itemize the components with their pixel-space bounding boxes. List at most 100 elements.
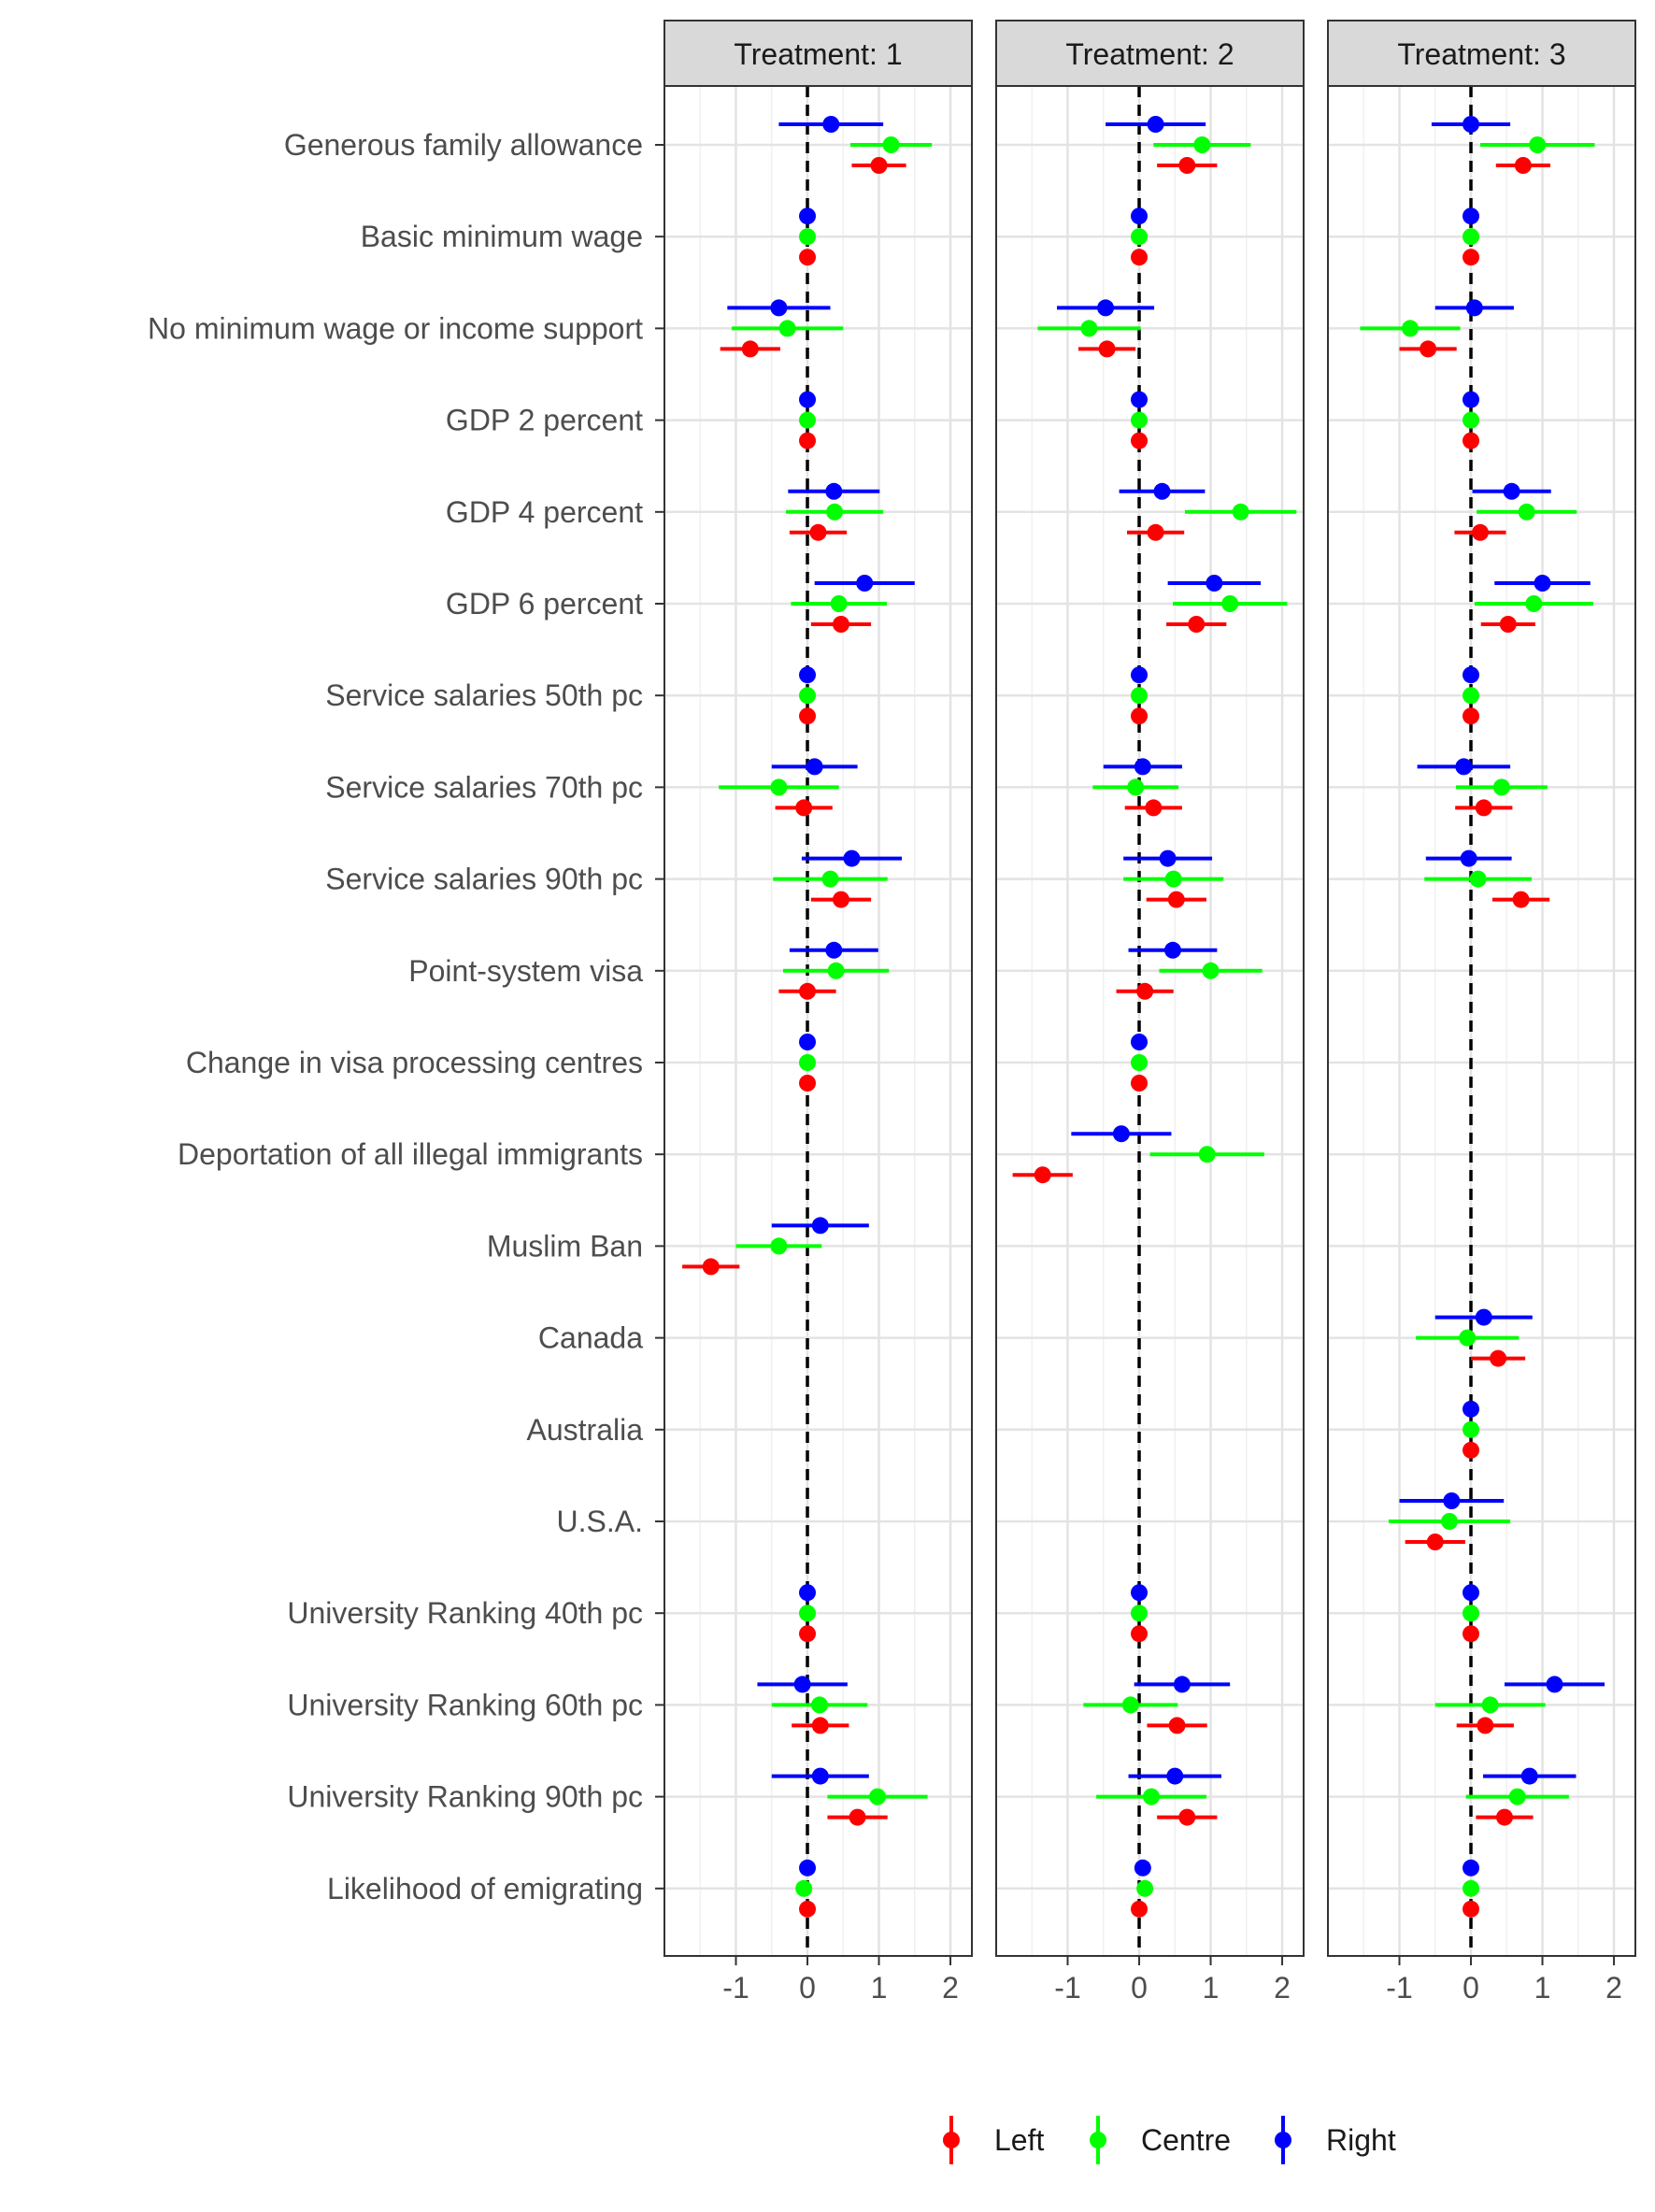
legend-key-point <box>1275 2132 1291 2148</box>
x-tick-label: 0 <box>799 1971 816 2005</box>
data-point <box>1441 1513 1459 1530</box>
data-point <box>1462 391 1480 408</box>
panel-background <box>1328 86 1635 1956</box>
data-point <box>1136 1879 1154 1897</box>
y-category-label: No minimum wage or income support <box>148 311 643 345</box>
y-category-label: Service salaries 90th pc <box>325 863 643 896</box>
panel-background <box>664 86 972 1956</box>
data-point <box>1469 870 1487 888</box>
data-point <box>1462 411 1480 429</box>
data-point <box>1202 962 1220 979</box>
data-point <box>1034 1166 1051 1184</box>
data-point <box>1426 1534 1444 1550</box>
data-point <box>827 962 845 979</box>
facet-strip-label: Treatment: 3 <box>1397 37 1565 71</box>
data-point <box>799 1584 817 1602</box>
data-point <box>825 482 843 500</box>
facet-strip <box>1327 20 1636 87</box>
data-point <box>1166 1767 1184 1785</box>
data-point <box>1401 320 1419 337</box>
data-point <box>799 432 817 450</box>
data-point <box>1131 1625 1149 1643</box>
data-point <box>1147 523 1164 541</box>
data-point <box>1131 1584 1149 1602</box>
data-point <box>1462 249 1480 266</box>
data-point <box>799 707 817 725</box>
data-point <box>811 1767 829 1785</box>
data-point <box>1121 1696 1139 1714</box>
data-point <box>795 1879 813 1897</box>
data-point <box>799 411 817 429</box>
data-point <box>1134 758 1151 776</box>
data-point <box>1462 666 1480 684</box>
data-point <box>799 228 817 246</box>
data-point <box>795 799 813 817</box>
data-point <box>1131 687 1149 705</box>
x-tick-label: 2 <box>942 1971 959 2005</box>
data-point <box>1112 1125 1130 1143</box>
data-point <box>1529 136 1547 153</box>
data-point <box>806 758 823 776</box>
data-point <box>826 503 844 521</box>
data-point <box>1477 1717 1494 1734</box>
data-point <box>811 1217 829 1234</box>
data-point <box>1167 891 1185 908</box>
x-tick-label: 0 <box>1131 1971 1148 2005</box>
data-point <box>1462 116 1480 133</box>
x-tick-label: 2 <box>1274 1971 1291 2005</box>
data-point <box>1206 575 1223 592</box>
data-point <box>1462 1400 1480 1418</box>
panel-background <box>996 86 1304 1956</box>
data-point <box>882 136 900 153</box>
x-tick-label: 1 <box>1534 1971 1551 2005</box>
data-point <box>1462 687 1480 705</box>
facet-strip <box>663 20 973 87</box>
data-point <box>799 982 817 1000</box>
data-point <box>870 157 888 174</box>
data-point <box>825 941 843 959</box>
data-point <box>1168 1717 1186 1734</box>
data-point <box>821 870 839 888</box>
facet-strip-label: Treatment: 2 <box>1065 37 1234 71</box>
data-point <box>799 207 817 225</box>
data-point <box>1462 207 1480 225</box>
data-point <box>1462 432 1480 450</box>
data-point <box>811 1696 829 1714</box>
y-category-label: Point-system visa <box>408 954 643 988</box>
data-point <box>1080 320 1098 337</box>
data-point <box>1492 778 1510 796</box>
y-category-label: Service salaries 70th pc <box>325 770 643 804</box>
data-point <box>1134 1859 1151 1877</box>
data-point <box>799 1625 817 1643</box>
y-category-label: Generous family allowance <box>284 128 643 162</box>
data-point <box>799 1900 817 1918</box>
data-point <box>1462 1441 1480 1459</box>
data-point <box>1514 157 1532 174</box>
y-category-label: Australia <box>527 1413 644 1447</box>
data-point <box>1147 116 1164 133</box>
data-point <box>1462 1420 1480 1438</box>
data-point <box>1462 1859 1480 1877</box>
data-point <box>1131 228 1149 246</box>
data-point <box>799 1034 817 1050</box>
data-point <box>1455 758 1473 776</box>
data-point <box>1490 1349 1507 1367</box>
y-category-label: GDP 6 percent <box>446 587 643 621</box>
y-category-label: Muslim Ban <box>487 1229 643 1263</box>
data-point <box>1465 299 1483 317</box>
data-point <box>799 687 817 705</box>
data-point <box>793 1676 811 1693</box>
x-tick-label: 2 <box>1605 1971 1622 2005</box>
data-point <box>799 249 817 266</box>
data-point <box>1164 870 1182 888</box>
data-point <box>843 849 861 867</box>
data-point <box>1145 799 1163 817</box>
data-point <box>799 391 817 408</box>
data-point <box>1481 1696 1499 1714</box>
y-category-label: GDP 2 percent <box>446 404 643 437</box>
data-point <box>1462 1879 1480 1897</box>
data-point <box>1098 340 1116 358</box>
x-tick-label: -1 <box>1054 1971 1080 2005</box>
